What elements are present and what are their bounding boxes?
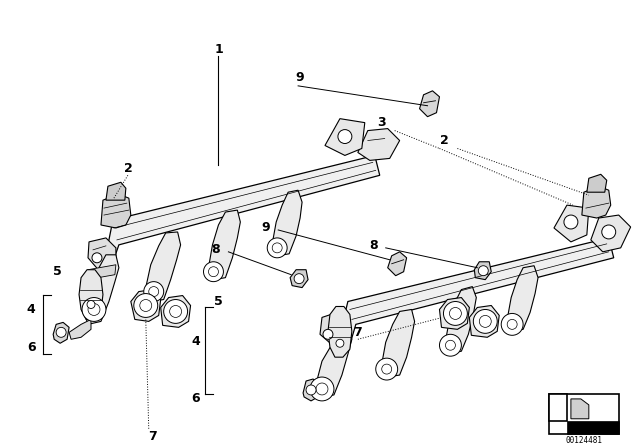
Circle shape xyxy=(209,267,218,277)
Text: 8: 8 xyxy=(369,239,378,252)
Text: 9: 9 xyxy=(261,221,269,234)
Polygon shape xyxy=(340,238,614,351)
Circle shape xyxy=(82,297,106,321)
Circle shape xyxy=(272,243,282,253)
Text: 4: 4 xyxy=(27,303,36,316)
Circle shape xyxy=(268,238,287,258)
Polygon shape xyxy=(131,289,161,321)
Polygon shape xyxy=(549,394,619,434)
Circle shape xyxy=(140,300,152,311)
Text: 6: 6 xyxy=(191,392,200,405)
Circle shape xyxy=(148,287,159,297)
Circle shape xyxy=(501,314,523,335)
Polygon shape xyxy=(79,270,103,319)
Polygon shape xyxy=(325,119,365,155)
Circle shape xyxy=(376,358,397,380)
Polygon shape xyxy=(53,323,69,343)
Text: 3: 3 xyxy=(378,116,386,129)
Polygon shape xyxy=(549,394,567,421)
Circle shape xyxy=(381,364,392,374)
Polygon shape xyxy=(358,129,399,160)
Circle shape xyxy=(306,385,316,395)
Text: 2: 2 xyxy=(124,162,133,175)
Polygon shape xyxy=(146,232,180,302)
Polygon shape xyxy=(587,174,607,192)
Polygon shape xyxy=(567,421,619,434)
Circle shape xyxy=(338,129,352,143)
Polygon shape xyxy=(209,210,241,280)
Text: 2: 2 xyxy=(440,134,449,147)
Polygon shape xyxy=(101,194,131,228)
Text: 9: 9 xyxy=(296,71,305,84)
Polygon shape xyxy=(381,310,415,377)
Text: 7: 7 xyxy=(148,430,157,443)
Circle shape xyxy=(478,266,488,276)
Polygon shape xyxy=(420,91,440,116)
Text: 4: 4 xyxy=(191,335,200,348)
Text: 8: 8 xyxy=(211,243,220,256)
Circle shape xyxy=(294,274,304,284)
Circle shape xyxy=(445,340,456,350)
Circle shape xyxy=(316,383,328,395)
Polygon shape xyxy=(320,311,350,347)
Polygon shape xyxy=(591,215,630,252)
Circle shape xyxy=(440,334,461,356)
Circle shape xyxy=(479,315,492,327)
Polygon shape xyxy=(571,399,589,419)
Text: 00124481: 00124481 xyxy=(565,436,602,445)
Polygon shape xyxy=(388,252,406,276)
Circle shape xyxy=(602,225,616,239)
Polygon shape xyxy=(161,296,191,327)
Polygon shape xyxy=(440,297,469,329)
Circle shape xyxy=(87,301,95,309)
Circle shape xyxy=(204,262,223,282)
Polygon shape xyxy=(106,155,380,268)
Text: 1: 1 xyxy=(214,43,223,56)
Circle shape xyxy=(56,327,66,337)
Polygon shape xyxy=(316,327,352,397)
Polygon shape xyxy=(87,265,116,280)
Circle shape xyxy=(164,300,188,323)
Circle shape xyxy=(310,377,334,401)
Text: 5: 5 xyxy=(52,265,61,278)
Polygon shape xyxy=(328,306,352,357)
Circle shape xyxy=(323,329,333,339)
Circle shape xyxy=(88,303,100,315)
Text: 5: 5 xyxy=(214,295,223,308)
Text: 6: 6 xyxy=(27,341,36,354)
Polygon shape xyxy=(582,186,611,218)
Polygon shape xyxy=(474,262,492,280)
Circle shape xyxy=(507,319,517,329)
Polygon shape xyxy=(507,266,538,332)
Circle shape xyxy=(449,307,461,319)
Polygon shape xyxy=(303,379,320,401)
Circle shape xyxy=(336,339,344,347)
Circle shape xyxy=(444,302,467,325)
Polygon shape xyxy=(272,190,302,256)
Polygon shape xyxy=(554,205,589,242)
Circle shape xyxy=(170,306,182,318)
Circle shape xyxy=(564,215,578,229)
Circle shape xyxy=(144,282,164,302)
Circle shape xyxy=(92,253,102,263)
Polygon shape xyxy=(445,287,476,353)
Polygon shape xyxy=(69,319,91,339)
Text: 7: 7 xyxy=(353,326,362,339)
Polygon shape xyxy=(83,255,119,324)
Circle shape xyxy=(474,310,497,333)
Circle shape xyxy=(134,293,157,318)
Polygon shape xyxy=(106,182,126,200)
Polygon shape xyxy=(290,270,308,288)
Polygon shape xyxy=(88,238,116,271)
Polygon shape xyxy=(469,306,499,337)
